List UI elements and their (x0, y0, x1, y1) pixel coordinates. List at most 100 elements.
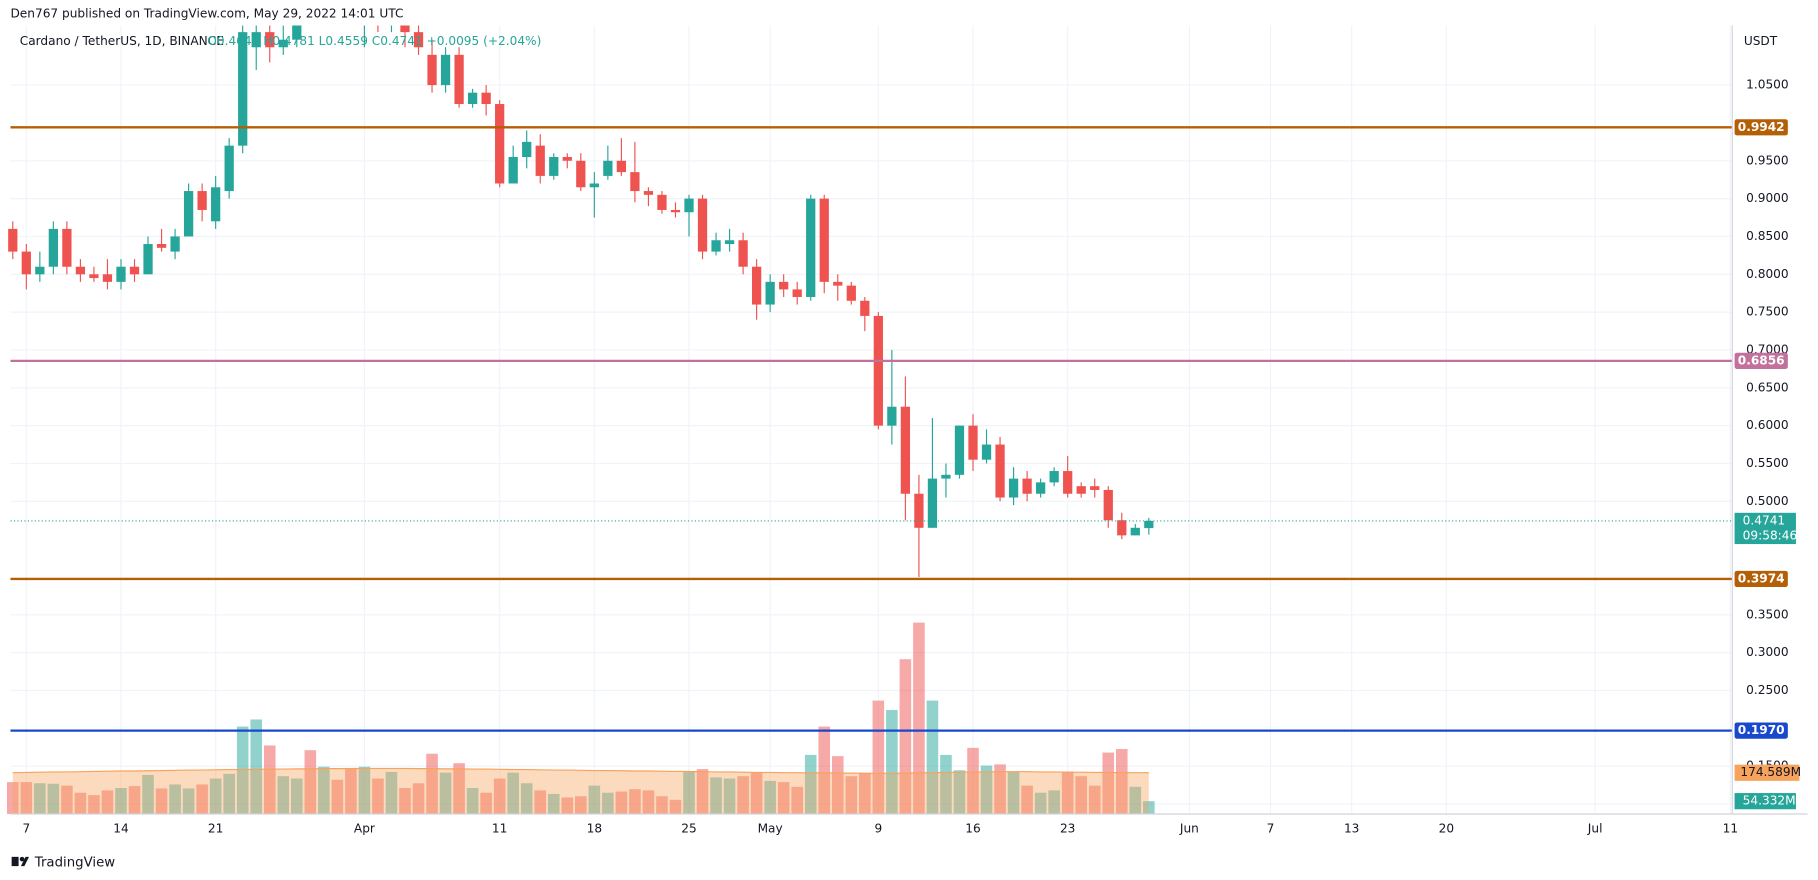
volume-bar (710, 777, 722, 814)
candle-body (657, 194, 667, 210)
candle-body (738, 240, 748, 267)
x-tick-label: 16 (965, 822, 980, 836)
candle-body (670, 209, 681, 213)
level-label: 0.1970 (1738, 723, 1785, 737)
volume-bar (34, 783, 46, 814)
y-tick-label: 0.5000 (1746, 494, 1788, 508)
candle-body (549, 156, 559, 176)
x-tick-label: 20 (1439, 822, 1454, 836)
candle-body (968, 425, 978, 460)
candle-body (413, 32, 424, 48)
candle-body (481, 92, 491, 105)
candle-body (292, 25, 302, 40)
ma-label-bg (1734, 764, 1800, 781)
candle-body (265, 32, 275, 48)
volume-bar (439, 772, 452, 814)
x-tick-label: 25 (681, 822, 696, 836)
candle-body (751, 266, 762, 305)
volume-bar (764, 780, 776, 814)
volume-bar (872, 700, 885, 814)
volume-bar (750, 772, 763, 814)
volume-bar (345, 767, 357, 814)
candle-body (495, 104, 505, 184)
volume-label: 54.332M (1743, 794, 1796, 808)
volume-bar (1143, 801, 1155, 814)
x-tick-label: 18 (587, 822, 602, 836)
volume-bar (804, 754, 817, 814)
y-tick-label: 0.6500 (1746, 380, 1788, 394)
y-tick-label: 0.8000 (1746, 267, 1788, 281)
volume-bar (236, 726, 249, 814)
volume-bar (1075, 776, 1087, 814)
volume-bar (926, 700, 939, 814)
volume-bar (20, 782, 33, 814)
x-tick-label: 23 (1060, 822, 1075, 836)
volume-bar (534, 790, 547, 814)
volume-bar (886, 710, 898, 814)
x-tick-label: 13 (1344, 822, 1359, 836)
candle-body (535, 145, 545, 176)
volume-bar (980, 765, 993, 814)
logo (11, 856, 29, 867)
volume-ma-area (12, 768, 1149, 814)
x-tick-label: Apr (354, 822, 375, 836)
candle-body (792, 289, 802, 297)
volume-bar (1088, 785, 1101, 814)
volume-bar (994, 764, 1006, 814)
candle-body (48, 228, 58, 267)
volume-bar (385, 771, 398, 814)
volume-bar (480, 792, 492, 814)
volume-bar (1034, 792, 1047, 814)
y-tick-label: 0.7500 (1746, 305, 1788, 319)
volume-bar (250, 719, 263, 814)
level-label-bg (1734, 352, 1788, 369)
level-label-bg (1734, 722, 1788, 739)
candle-body (1076, 486, 1086, 494)
x-tick-label: 14 (113, 822, 129, 836)
volume-bar (723, 778, 736, 814)
y-tick-label: 0.5500 (1746, 456, 1788, 470)
volume-pane (7, 622, 1155, 814)
volume-bar (588, 785, 601, 814)
volume-bar (913, 622, 925, 814)
volume-bar (561, 797, 574, 814)
volume-bar (466, 788, 479, 814)
x-tick-label: 9 (874, 822, 882, 836)
candle-body (941, 474, 951, 479)
candle-body (170, 236, 180, 252)
x-tick-label: Jul (1587, 822, 1603, 836)
candle-body (954, 425, 965, 475)
volume-bar (629, 789, 641, 814)
volume-bar (74, 792, 87, 814)
x-tick-label: Jun (1179, 822, 1199, 836)
volume-bar (426, 753, 438, 814)
candle-body (995, 444, 1005, 498)
candle-body (1117, 520, 1127, 536)
candle-body (819, 198, 829, 282)
ma-label: 174.589M (1740, 765, 1801, 779)
volume-bar (47, 783, 60, 814)
y-tick-label: 0.2500 (1746, 683, 1788, 697)
candle-body (643, 191, 654, 195)
candle-body (102, 274, 113, 282)
candle-body (1022, 478, 1032, 494)
candle-body (467, 92, 478, 105)
candle-body (400, 25, 410, 33)
volume-bar (155, 788, 168, 814)
volume-bar (656, 796, 668, 814)
volume-bar (1129, 786, 1142, 814)
volume-bar (859, 772, 871, 814)
brand: TradingView (34, 856, 115, 871)
candle-body (697, 198, 708, 252)
candle-body (711, 240, 721, 252)
level-label-bg (1734, 119, 1788, 136)
candle-body (129, 266, 140, 275)
candle-body (1090, 486, 1100, 490)
candle-body (427, 54, 437, 86)
candle-body (900, 406, 911, 494)
x-tick-label: 7 (1267, 822, 1275, 836)
candle-body (156, 244, 167, 248)
price-pane (8, 25, 1154, 577)
candle-body (887, 406, 897, 426)
